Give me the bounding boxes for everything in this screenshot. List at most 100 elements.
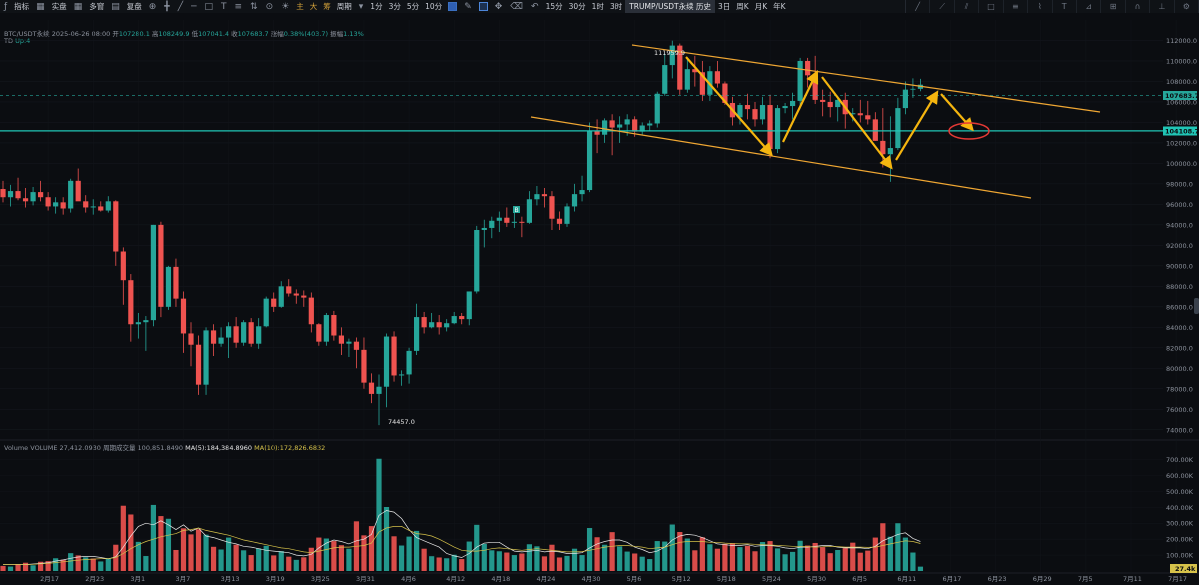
volume-bar — [444, 558, 450, 571]
volume-bar — [218, 549, 224, 571]
volume-bar — [120, 505, 126, 571]
rect-icon[interactable]: □ — [204, 1, 214, 12]
chevron-down-icon[interactable]: ▾ — [358, 1, 364, 12]
grid-icon[interactable]: ▦ — [73, 1, 83, 12]
candle-body — [376, 386, 382, 394]
fib-icon[interactable]: ≡ — [1004, 0, 1029, 13]
scroll-handle[interactable] — [1194, 298, 1199, 314]
ray-icon[interactable]: ⟋ — [930, 0, 955, 13]
note-icon[interactable]: ⊞ — [1101, 0, 1126, 13]
channel-icon[interactable]: ⫽ — [955, 0, 980, 13]
active-tool[interactable] — [478, 2, 488, 11]
tf-15m[interactable]: 15分 — [545, 2, 563, 11]
td-indicator[interactable]: TD Up:4 — [4, 37, 30, 45]
candle-body — [383, 336, 390, 387]
volume-bar — [752, 551, 758, 571]
big-toggle[interactable]: 大 — [309, 2, 318, 11]
last-price-tag — [1163, 91, 1197, 100]
tf-5m[interactable]: 5分 — [406, 2, 420, 11]
hline-icon[interactable]: ─ — [191, 1, 197, 12]
candle-body — [880, 140, 886, 155]
volume-bar — [639, 556, 645, 571]
tf-3m[interactable]: 3分 — [388, 2, 401, 11]
brush-icon[interactable]: ⌇ — [1028, 0, 1053, 13]
price-tick-label: 84000.0 — [1166, 324, 1193, 332]
sun-icon[interactable]: ☀ — [281, 1, 290, 12]
candle-body — [90, 206, 96, 208]
candle-body — [744, 105, 751, 110]
price-tick-label: 106000.0 — [1166, 98, 1197, 106]
market-tab[interactable]: TRUMP/USDT永续 历史 — [625, 0, 716, 13]
volume-bar — [0, 565, 6, 571]
channel-upper-line[interactable] — [631, 44, 1101, 113]
tf-1h[interactable]: 1时 — [591, 2, 604, 11]
undo-icon[interactable]: ↶ — [531, 1, 539, 12]
candle-body — [120, 251, 126, 281]
compare-icon[interactable]: ⇅ — [250, 1, 258, 12]
tf-year[interactable]: 年K — [773, 2, 786, 11]
measure-icon[interactable]: ⊿ — [1077, 0, 1102, 13]
candle-body — [323, 315, 329, 342]
chip-toggle[interactable]: 筹 — [323, 2, 331, 11]
volume-bar — [406, 536, 412, 571]
indicator-button[interactable]: 指标 — [14, 2, 30, 11]
delete-icon[interactable]: ⌫ — [510, 1, 524, 12]
replay-button[interactable]: 复盘 — [126, 2, 142, 11]
volume-tick-label: 700.00K — [1166, 456, 1194, 464]
fib-icon[interactable]: ≡ — [234, 1, 243, 12]
candle-body — [30, 192, 36, 202]
candle-body — [429, 322, 435, 328]
candle-body — [609, 120, 615, 128]
trendline-icon[interactable]: ╱ — [906, 0, 931, 13]
tf-month[interactable]: 月K — [754, 2, 768, 11]
candle-body — [195, 344, 202, 385]
volume-bar — [865, 550, 871, 571]
candle-body — [398, 374, 405, 376]
color-swatch[interactable] — [448, 2, 458, 11]
candle-body — [436, 322, 442, 328]
candle-body — [451, 316, 457, 324]
lock-icon[interactable]: ⊙ — [265, 1, 274, 12]
tf-10m[interactable]: 10分 — [425, 2, 443, 11]
text-icon[interactable]: T — [1053, 0, 1077, 13]
main-toggle[interactable]: 主 — [296, 2, 304, 11]
live-button[interactable]: 实盘 — [51, 2, 67, 11]
zoom-icon[interactable]: ⊕ — [148, 1, 157, 12]
indicator-icon[interactable]: ƒ — [4, 1, 8, 12]
b-marker-label: B — [515, 207, 519, 214]
tf-1m[interactable]: 1分 — [370, 2, 383, 11]
low-label: 低 — [191, 30, 199, 38]
candle-body — [316, 324, 322, 342]
line-icon[interactable]: ╱ — [177, 1, 184, 12]
multi-window-button[interactable]: 多窗 — [89, 2, 105, 11]
tf-week[interactable]: 周K — [736, 2, 749, 11]
price-tick-label: 94000.0 — [1166, 221, 1193, 229]
text-icon[interactable]: T — [221, 1, 227, 12]
time-tick-label: 6月11 — [897, 575, 916, 583]
candle-body — [301, 295, 307, 298]
tf-3d[interactable]: 3日 — [718, 2, 731, 11]
price-tick-label: 92000.0 — [1166, 242, 1193, 250]
grid-icon[interactable]: ▤ — [111, 1, 120, 12]
channel-lower-line[interactable] — [530, 116, 1032, 199]
period-dropdown[interactable]: 周期 — [336, 2, 352, 11]
rect-icon[interactable]: □ — [979, 0, 1004, 13]
grid-icon[interactable]: ▦ — [36, 1, 45, 12]
drag-icon[interactable]: ✥ — [494, 1, 503, 12]
pencil-icon[interactable]: ✎ — [464, 1, 472, 12]
zigzag-arrows[interactable] — [685, 56, 974, 170]
ruler-icon[interactable]: ⊥ — [1150, 0, 1175, 13]
candle-body — [421, 317, 427, 328]
volume-bar — [398, 545, 405, 571]
volume-bar — [519, 553, 525, 571]
time-tick-label: 6月29 — [1033, 575, 1052, 583]
target-ellipse[interactable] — [948, 122, 990, 140]
tf-30m[interactable]: 30分 — [568, 2, 586, 11]
tf-3h[interactable]: 3时 — [609, 2, 623, 11]
volume-bar — [421, 548, 427, 571]
volume-bar — [368, 526, 375, 571]
magnet-icon[interactable]: ∩ — [1126, 0, 1151, 13]
volume-bar — [180, 528, 187, 571]
crosshair-icon[interactable]: ╋ — [164, 1, 170, 12]
